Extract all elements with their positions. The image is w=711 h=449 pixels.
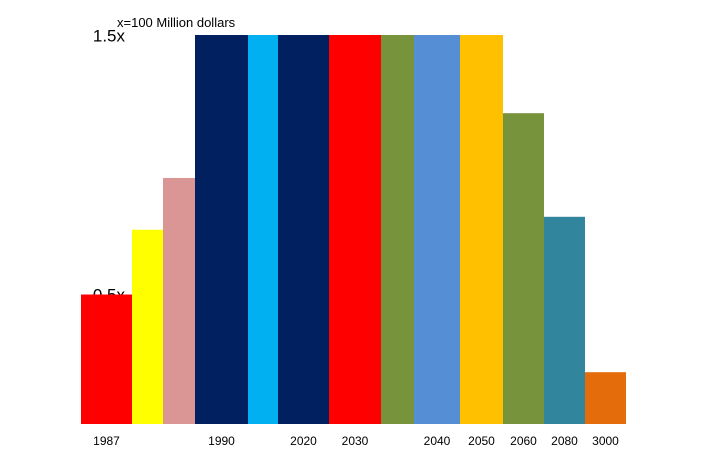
bars — [81, 35, 626, 424]
bar — [195, 35, 248, 424]
unit-note: x=100 Million dollars — [117, 15, 236, 30]
bar — [381, 35, 414, 424]
bar — [544, 216, 585, 424]
x-tick-label: 3000 — [592, 434, 619, 448]
bar — [329, 35, 381, 424]
y-axis-ticks: 0.5x1.5x2x — [93, 27, 126, 305]
x-tick-label: 1990 — [208, 434, 235, 448]
bar — [460, 35, 503, 424]
bar — [248, 35, 278, 424]
x-tick-label: 1987 — [93, 434, 120, 448]
x-tick-label: 2060 — [510, 434, 537, 448]
y-tick-label: 1.5x — [93, 27, 126, 46]
x-tick-label: 2080 — [551, 434, 578, 448]
x-axis-ticks: 1987 1990 2020 2030 2040 2050 2060 2080 3000 — [93, 434, 619, 448]
bar — [81, 294, 132, 424]
bar — [163, 177, 195, 424]
x-tick-label: 2030 — [342, 434, 369, 448]
bar — [132, 229, 163, 424]
bar — [585, 372, 626, 424]
x-tick-label: 2040 — [424, 434, 451, 448]
x-tick-label: 2020 — [290, 434, 317, 448]
bar — [278, 35, 329, 424]
bar — [503, 113, 544, 424]
x-tick-label: 2050 — [468, 434, 495, 448]
bar — [414, 35, 460, 424]
